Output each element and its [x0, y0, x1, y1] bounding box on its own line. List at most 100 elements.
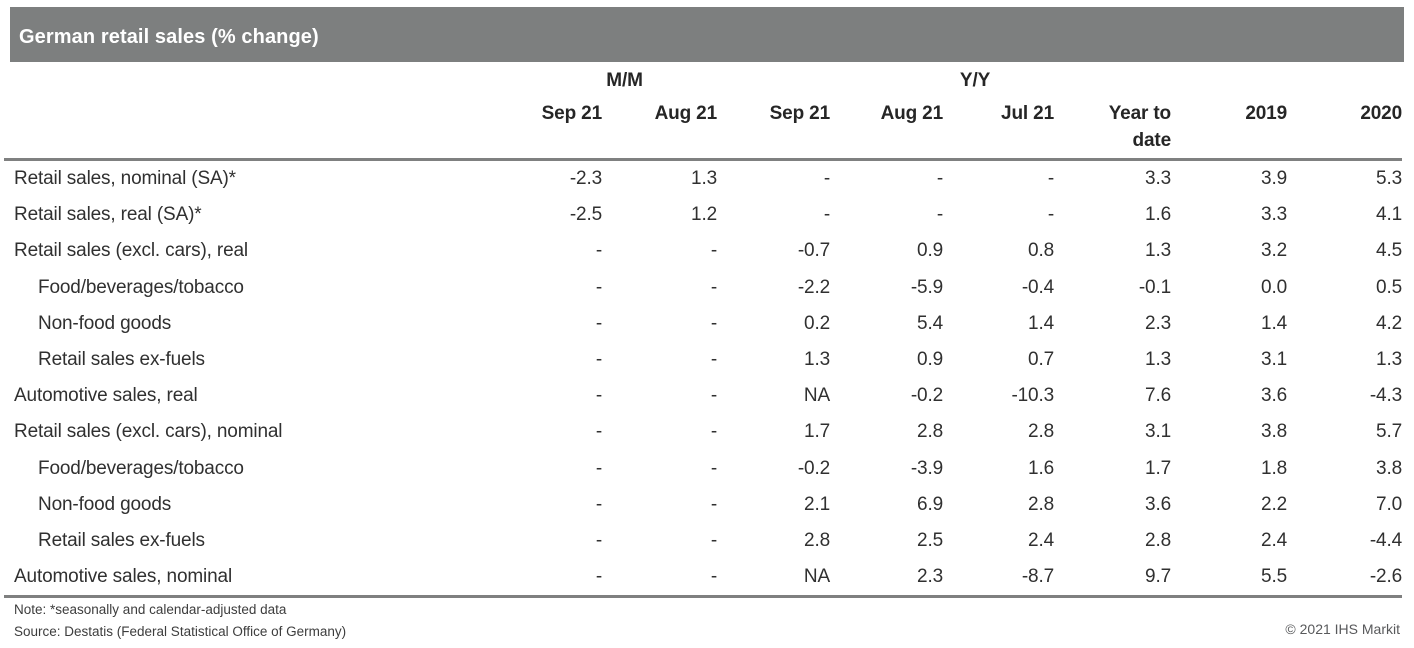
value-cell: -0.1	[1138, 276, 1172, 298]
table-row: Food/beverages/tobacco - - -2.2 -5.9 -0.4 -0.1…	[4, 270, 1402, 306]
copyright-text: © 2021 IHS Markit	[1285, 621, 1400, 637]
row-label: Retail sales, real (SA)*	[14, 204, 202, 226]
value-cell: 2.4	[1261, 529, 1288, 551]
value-cell: 3.1	[1145, 421, 1172, 443]
value-cell: -2.6	[1287, 559, 1402, 599]
value-cell: 1.3	[804, 349, 831, 371]
column-group-row: M/M Y/Y	[4, 62, 1402, 94]
table-row: Retail sales ex-fuels - - 1.3 0.9 0.7 1.3 3.1 1.…	[4, 342, 1402, 378]
value-cell: 2.4	[1028, 529, 1055, 551]
value-cell: 4.2	[1376, 312, 1403, 334]
group-label-yy: Y/Y	[959, 70, 991, 91]
value-cell: 0.8	[1028, 240, 1055, 262]
value-cell: -	[595, 312, 602, 334]
value-cell: -	[595, 276, 602, 298]
value-cell: 3.3	[1261, 204, 1288, 226]
value-cell: 4.5	[1376, 240, 1403, 262]
row-label: Non-food goods	[38, 312, 172, 334]
col-header-mm-sep21: Sep 21	[488, 94, 602, 161]
value-cell: 2.5	[917, 529, 944, 551]
col-header-yy-jul21: Jul 21	[943, 94, 1054, 161]
col-header-yy-aug21: Aug 21	[830, 94, 943, 161]
table-row: Retail sales, nominal (SA)* -2.3 1.3 - - - 3.3…	[4, 160, 1402, 198]
value-cell: 2.8	[1028, 421, 1055, 443]
table-title-bar: German retail sales (% change)	[10, 7, 1404, 62]
row-label: Non-food goods	[38, 493, 172, 515]
value-cell: NA	[717, 559, 830, 599]
value-cell: -	[710, 529, 718, 551]
value-cell: 5.4	[917, 312, 944, 334]
empty-group-cell	[1171, 62, 1287, 94]
value-cell: -0.2	[797, 457, 831, 479]
row-label: Food/beverages/tobacco	[38, 276, 244, 298]
value-cell: 1.3	[691, 168, 718, 190]
value-cell: 0.5	[1376, 276, 1403, 298]
value-cell: 1.3	[1145, 240, 1172, 262]
group-label-mm: M/M	[606, 70, 643, 91]
value-cell: 1.3	[1145, 349, 1172, 371]
value-cell: 3.8	[1376, 457, 1403, 479]
value-cell: -3.9	[910, 457, 944, 479]
value-cell: -8.7	[943, 559, 1054, 599]
empty-corner-cell	[4, 62, 488, 94]
table-row: Retail sales (excl. cars), real - - -0.7 0.9…	[4, 233, 1402, 269]
empty-label-cell	[4, 94, 488, 161]
value-cell: -	[710, 312, 718, 334]
value-cell: 0.9	[917, 349, 944, 371]
value-cell: -	[595, 385, 602, 407]
value-cell: 1.6	[1028, 457, 1055, 479]
col-header-2020: 2020	[1287, 94, 1402, 161]
value-cell: 1.4	[1261, 312, 1288, 334]
table-body: Retail sales, nominal (SA)* -2.3 1.3- - -3.3…	[4, 160, 1403, 599]
row-label: Retail sales (excl. cars), nominal	[14, 421, 283, 443]
value-cell: 1.8	[1261, 457, 1288, 479]
value-cell: -2.5	[569, 204, 602, 226]
value-cell: 2.8	[917, 421, 944, 443]
table-row: Non-food goods - - 0.2 5.4 1.4 2.3 1.4 4.2	[4, 306, 1402, 342]
value-cell: 3.6	[1261, 385, 1288, 407]
table-row: Automotive sales, nominal - - NA 2.3 -8.7 9.7 5…	[4, 559, 1402, 599]
value-cell: -2.2	[797, 276, 831, 298]
value-cell: -	[936, 204, 944, 226]
value-cell: 9.7	[1054, 559, 1171, 599]
group-header-yy: Y/Y	[717, 62, 1171, 94]
value-cell: 3.8	[1261, 421, 1288, 443]
value-cell: 3.1	[1261, 349, 1288, 371]
value-cell: 2.1	[804, 493, 831, 515]
table-row: Non-food goods - - 2.1 6.9 2.8 3.6 2.2 7.0	[4, 487, 1402, 523]
value-cell: -	[595, 529, 602, 551]
col-header-yy-sep21: Sep 21	[717, 94, 830, 161]
group-header-mm: M/M	[488, 62, 717, 94]
value-cell: -	[710, 385, 718, 407]
value-cell: -	[595, 421, 602, 443]
value-cell: -	[1047, 168, 1055, 190]
page-title: German retail sales (% change)	[19, 25, 319, 48]
value-cell: -2.3	[569, 168, 602, 190]
footer-notes: Note: *seasonally and calendar-adjusted …	[14, 599, 346, 643]
value-cell: -	[710, 240, 718, 262]
value-cell: 0.7	[1028, 349, 1055, 371]
value-cell: -4.3	[1369, 385, 1403, 407]
value-cell: 4.1	[1376, 204, 1403, 226]
value-cell: 1.7	[804, 421, 831, 443]
table-row: Retail sales ex-fuels - - 2.8 2.5 2.4 2.8 2.4 -4…	[4, 523, 1402, 559]
value-cell: 5.5	[1171, 559, 1287, 599]
value-cell: 3.9	[1261, 168, 1288, 190]
value-cell: -	[710, 349, 718, 371]
row-label: Automotive sales, nominal	[4, 559, 488, 599]
value-cell: -10.3	[1011, 385, 1055, 407]
source-line: Source: Destatis (Federal Statistical Of…	[14, 624, 347, 639]
value-cell: -	[595, 493, 602, 515]
row-label: Retail sales ex-fuels	[38, 349, 205, 371]
value-cell: 2.3	[830, 559, 943, 599]
row-label: Retail sales ex-fuels	[38, 529, 205, 551]
col-header-mm-aug21: Aug 21	[602, 94, 717, 161]
value-cell: 5.3	[1376, 168, 1403, 190]
value-cell: 2.8	[1145, 529, 1172, 551]
table-row: Automotive sales, real - - NA -0.2 -10.3 7.6 3.…	[4, 378, 1402, 414]
value-cell: NA	[803, 385, 831, 407]
value-cell: 2.8	[1028, 493, 1055, 515]
value-cell: 0.0	[1261, 276, 1288, 298]
value-cell: 0.9	[917, 240, 944, 262]
row-label: Food/beverages/tobacco	[38, 457, 244, 479]
